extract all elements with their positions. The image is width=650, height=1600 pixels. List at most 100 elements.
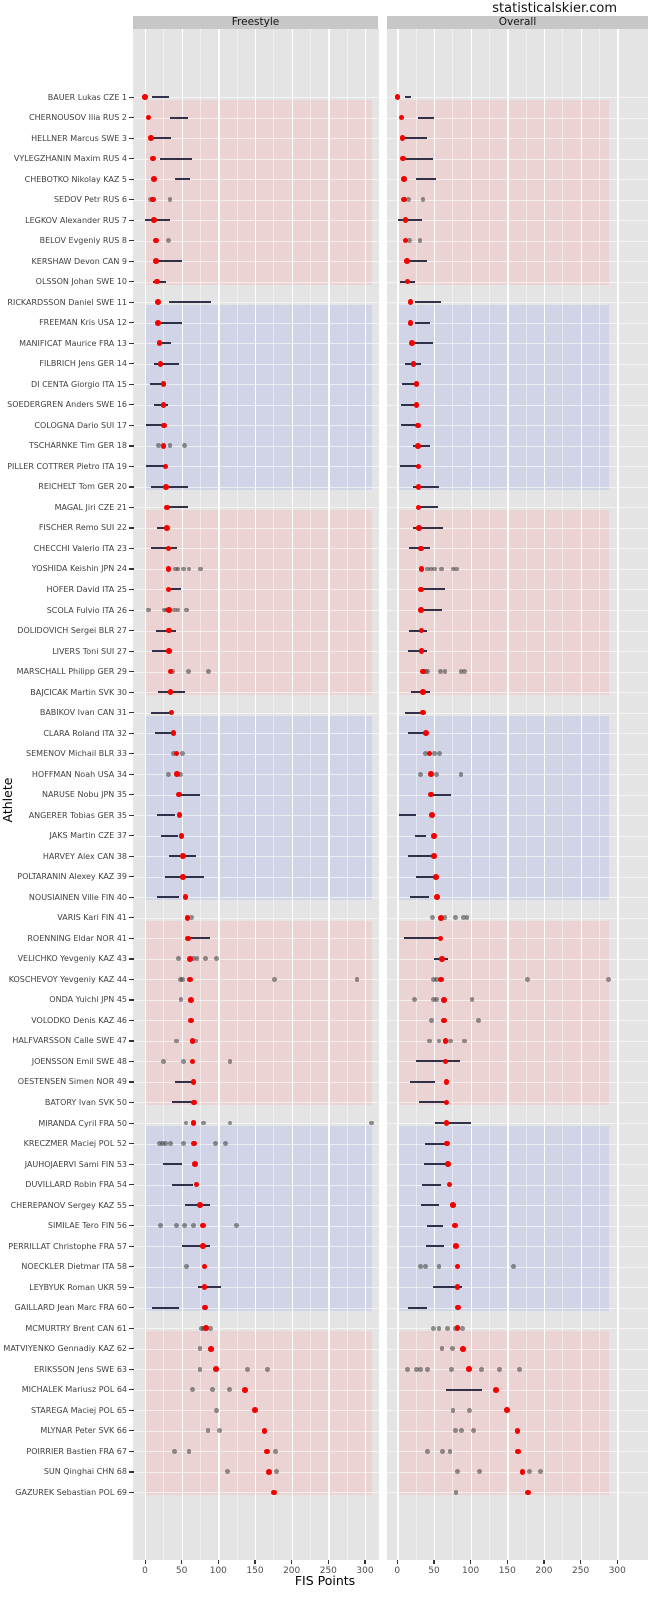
outlier-dot xyxy=(449,1366,454,1372)
median-dot xyxy=(413,402,420,408)
outlier-dot xyxy=(168,1141,174,1146)
rank-group-band xyxy=(145,715,372,901)
athlete-label: VELICHKO Yevgeniy KAZ 43 xyxy=(17,954,127,964)
gridline-row xyxy=(387,179,648,181)
gridline-row xyxy=(387,117,648,119)
y-tick-mark xyxy=(128,1040,134,1042)
median-dot xyxy=(515,1448,522,1455)
y-tick-mark xyxy=(128,199,134,201)
rank-group-band xyxy=(398,1126,609,1311)
median-dot xyxy=(445,1161,451,1167)
outlier-dot xyxy=(175,607,181,613)
gridline-row xyxy=(387,815,648,817)
rank-group-band xyxy=(145,100,372,285)
y-tick-mark xyxy=(128,1204,134,1206)
range-segment xyxy=(425,1142,447,1145)
median-dot xyxy=(161,422,167,429)
range-segment xyxy=(188,937,211,940)
gridline-row xyxy=(133,302,379,304)
y-tick-mark xyxy=(128,1122,134,1124)
y-tick-mark xyxy=(128,1307,134,1309)
median-dot xyxy=(175,791,182,798)
y-tick-mark xyxy=(128,260,134,262)
median-dot xyxy=(193,1181,200,1188)
athlete-label: VYLEGZHANIN Maxim RUS 4 xyxy=(13,154,127,164)
median-dot xyxy=(399,135,406,141)
median-dot xyxy=(145,114,152,121)
gridline-row xyxy=(387,1348,648,1350)
outlier-dot xyxy=(188,915,194,921)
outlier-dot xyxy=(201,1120,207,1126)
rank-group-band xyxy=(145,510,372,696)
outlier-dot xyxy=(180,1141,186,1146)
outlier-dot xyxy=(217,1428,223,1434)
outlier-dot xyxy=(424,1366,430,1372)
gridline-row xyxy=(133,1266,379,1268)
y-tick-mark xyxy=(128,383,134,385)
gridline-row xyxy=(387,363,648,365)
y-tick-mark xyxy=(128,465,134,468)
athlete-label: LEGKOV Alexander RUS 7 xyxy=(25,215,127,225)
median-dot xyxy=(417,607,424,613)
x-tick-label: 250 xyxy=(572,1566,590,1576)
y-tick-mark xyxy=(128,568,134,570)
y-tick-mark xyxy=(128,117,134,119)
median-dot xyxy=(415,484,422,490)
outlier-dot xyxy=(272,976,278,982)
gridline-row xyxy=(133,322,379,324)
median-dot xyxy=(261,1428,268,1434)
range-segment xyxy=(416,178,437,181)
athlete-label: DI CENTA Giorgio ITA 15 xyxy=(31,379,127,389)
outlier-dot xyxy=(525,976,531,982)
median-dot xyxy=(415,504,422,511)
y-tick-mark xyxy=(128,753,134,755)
outlier-dot xyxy=(171,1448,177,1454)
gridline-row xyxy=(387,1246,648,1248)
x-tick-mark xyxy=(580,1560,582,1564)
median-dot xyxy=(271,1489,277,1496)
outlier-dot xyxy=(190,1387,196,1393)
range-segment xyxy=(178,793,200,796)
gridline-row xyxy=(133,363,379,365)
range-segment xyxy=(426,1224,444,1227)
outlier-dot xyxy=(225,1469,231,1475)
y-tick-mark xyxy=(128,547,134,550)
gridline-row xyxy=(133,240,379,242)
median-dot xyxy=(416,525,423,531)
gridline-minor xyxy=(346,29,348,1560)
y-tick-mark xyxy=(128,363,134,365)
y-tick-mark xyxy=(128,835,134,837)
range-segment xyxy=(418,506,439,509)
gridline-row xyxy=(387,1287,648,1289)
range-segment xyxy=(182,1245,211,1248)
gridline-minor xyxy=(488,29,490,1560)
athlete-label: SIMILAE Tero FIN 56 xyxy=(47,1221,127,1231)
gridline-minor xyxy=(415,29,417,1560)
median-dot xyxy=(168,709,175,716)
athlete-label: FISCHER Remo SUI 22 xyxy=(38,523,127,533)
median-dot xyxy=(150,196,156,203)
outlier-dot xyxy=(178,997,184,1003)
median-dot xyxy=(188,997,194,1003)
outlier-dot xyxy=(417,238,423,244)
median-dot xyxy=(426,750,433,757)
y-tick-mark xyxy=(128,978,134,981)
median-dot xyxy=(266,1469,272,1475)
gridline-row xyxy=(387,835,648,837)
gridline-row xyxy=(133,589,379,591)
athlete-label: SCOLA Fulvio ITA 26 xyxy=(46,605,127,615)
outlier-dot xyxy=(466,1407,472,1413)
median-dot xyxy=(454,1284,461,1290)
range-segment xyxy=(163,1163,182,1166)
range-segment xyxy=(434,1122,472,1124)
range-segment xyxy=(158,260,182,263)
range-segment xyxy=(431,793,451,796)
outlier-dot xyxy=(207,1325,213,1331)
x-tick-mark xyxy=(254,1560,256,1564)
outlier-dot xyxy=(171,607,177,613)
x-tick-label: 300 xyxy=(356,1566,374,1576)
athlete-label: BAUER Lukas CZE 1 xyxy=(47,92,127,102)
athlete-label: HOFER David ITA 25 xyxy=(46,584,127,594)
range-segment xyxy=(409,1080,435,1083)
outlier-dot xyxy=(496,1366,502,1372)
